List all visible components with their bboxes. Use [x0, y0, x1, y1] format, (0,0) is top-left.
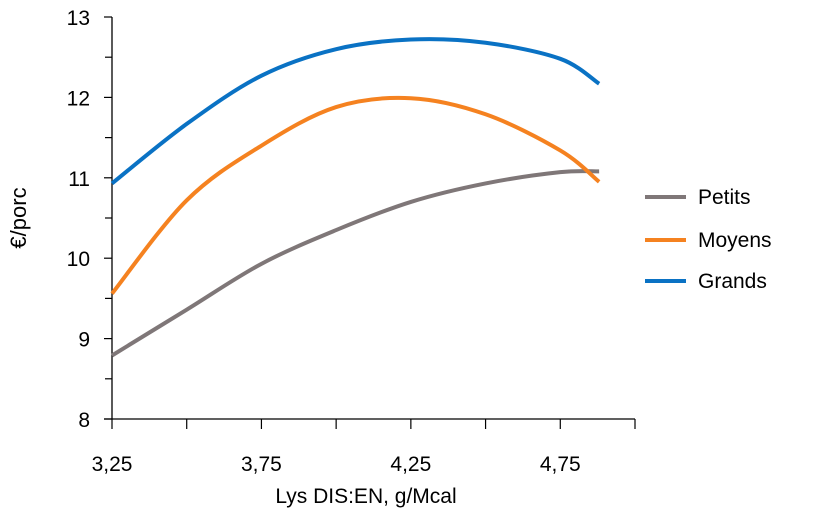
axes: 8 9 10 11 12 13 3,25 3,75 4,25 4,75 [67, 7, 636, 476]
y-tick-label: 10 [67, 248, 90, 271]
x-axis-title: Lys DIS:EN, g/Mcal [275, 485, 456, 508]
legend-label: Moyens [698, 229, 772, 252]
series-line-grands [110, 37, 601, 185]
y-axis-title: €/porc [6, 187, 31, 248]
x-tick-label: 4,75 [540, 453, 581, 476]
x-tick-label: 3,75 [241, 453, 282, 476]
y-tick-label: 8 [78, 409, 90, 432]
y-tick-label: 9 [78, 329, 90, 352]
series-line-moyens [110, 95, 601, 295]
legend-label: Grands [698, 270, 767, 293]
series-line-petits [110, 169, 600, 358]
series-lines [110, 37, 601, 358]
y-tick-label: 11 [68, 168, 90, 191]
y-tick-label: 12 [67, 87, 90, 110]
y-tick-label: 13 [67, 7, 90, 30]
legend-label: Petits [698, 186, 751, 209]
x-tick-label: 4,25 [390, 453, 431, 476]
x-tick-label: 3,25 [92, 453, 133, 476]
legend: Petits Moyens Grands [645, 186, 772, 293]
